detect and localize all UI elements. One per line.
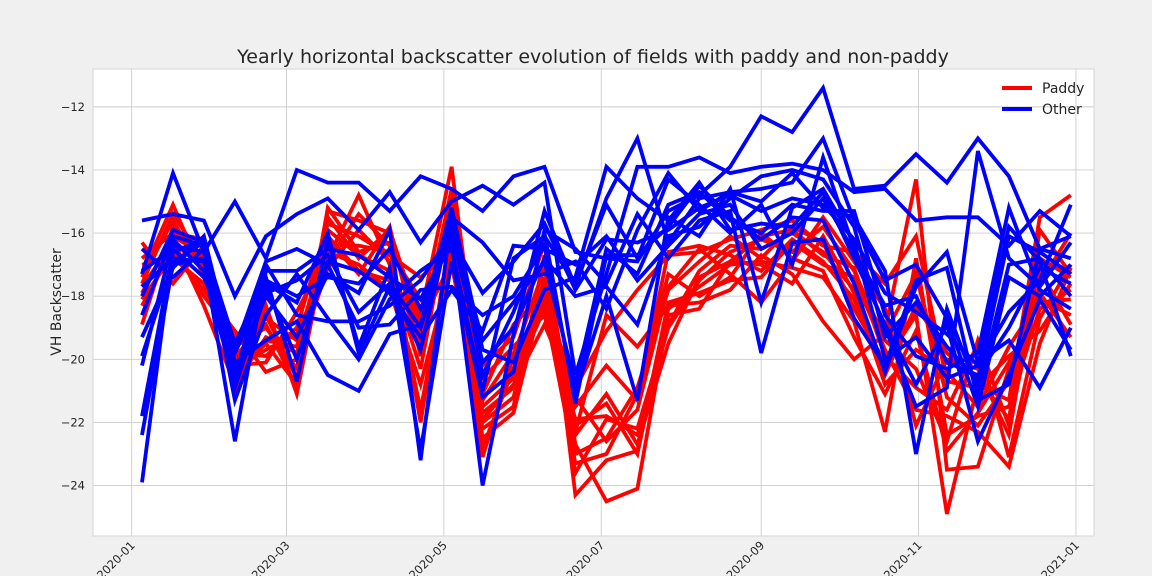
- x-tick-label: 2020-03: [249, 538, 293, 576]
- series-lines: [140, 83, 1073, 515]
- series-line-other-23: [140, 208, 1072, 452]
- series-line-other-22: [140, 168, 1072, 386]
- series-line-paddy-4: [140, 213, 1072, 504]
- y-tick-label: −16: [61, 226, 85, 240]
- y-tick-label: −14: [61, 163, 85, 177]
- legend: Paddy Other: [1002, 81, 1084, 118]
- x-tick-label: 2020-09: [723, 538, 767, 576]
- legend-label-other: Other: [1042, 102, 1082, 118]
- y-tick-label: −18: [61, 289, 85, 303]
- series-line-other-19: [140, 169, 1073, 455]
- y-axis-title: VH Backscatter: [49, 248, 65, 356]
- x-tick-label: 2020-11: [881, 538, 925, 576]
- x-tick-label: 2021-01: [1038, 538, 1082, 576]
- series-line-paddy-3: [140, 221, 1073, 500]
- legend-label-paddy: Paddy: [1042, 81, 1084, 97]
- plot-frame: [92, 68, 1095, 537]
- x-tick-label: 2020-07: [563, 538, 607, 576]
- x-tick-label: 2020-01: [94, 538, 138, 576]
- y-tick-label: −22: [61, 415, 85, 429]
- x-tick-label: 2020-05: [406, 538, 450, 576]
- series-line-other-16: [140, 195, 1072, 483]
- series-line-other-25: [140, 189, 1072, 395]
- y-tick-label: −24: [61, 479, 85, 493]
- series-line-other-17: [140, 133, 1073, 486]
- series-line-other-15: [140, 150, 1073, 410]
- series-line-paddy-12: [140, 210, 1071, 466]
- series-line-paddy-6: [141, 179, 1073, 479]
- series-line-other-21: [140, 184, 1073, 402]
- chart-title: Yearly horizontal backscatter evolution …: [236, 46, 949, 68]
- series-line-other-13: [141, 155, 1072, 376]
- y-tick-label: −20: [61, 352, 85, 366]
- series-line-other-24: [140, 193, 1073, 369]
- y-tick-label: −12: [61, 100, 85, 114]
- series-line-other-20: [140, 163, 1073, 447]
- series-line-paddy-7: [140, 230, 1072, 460]
